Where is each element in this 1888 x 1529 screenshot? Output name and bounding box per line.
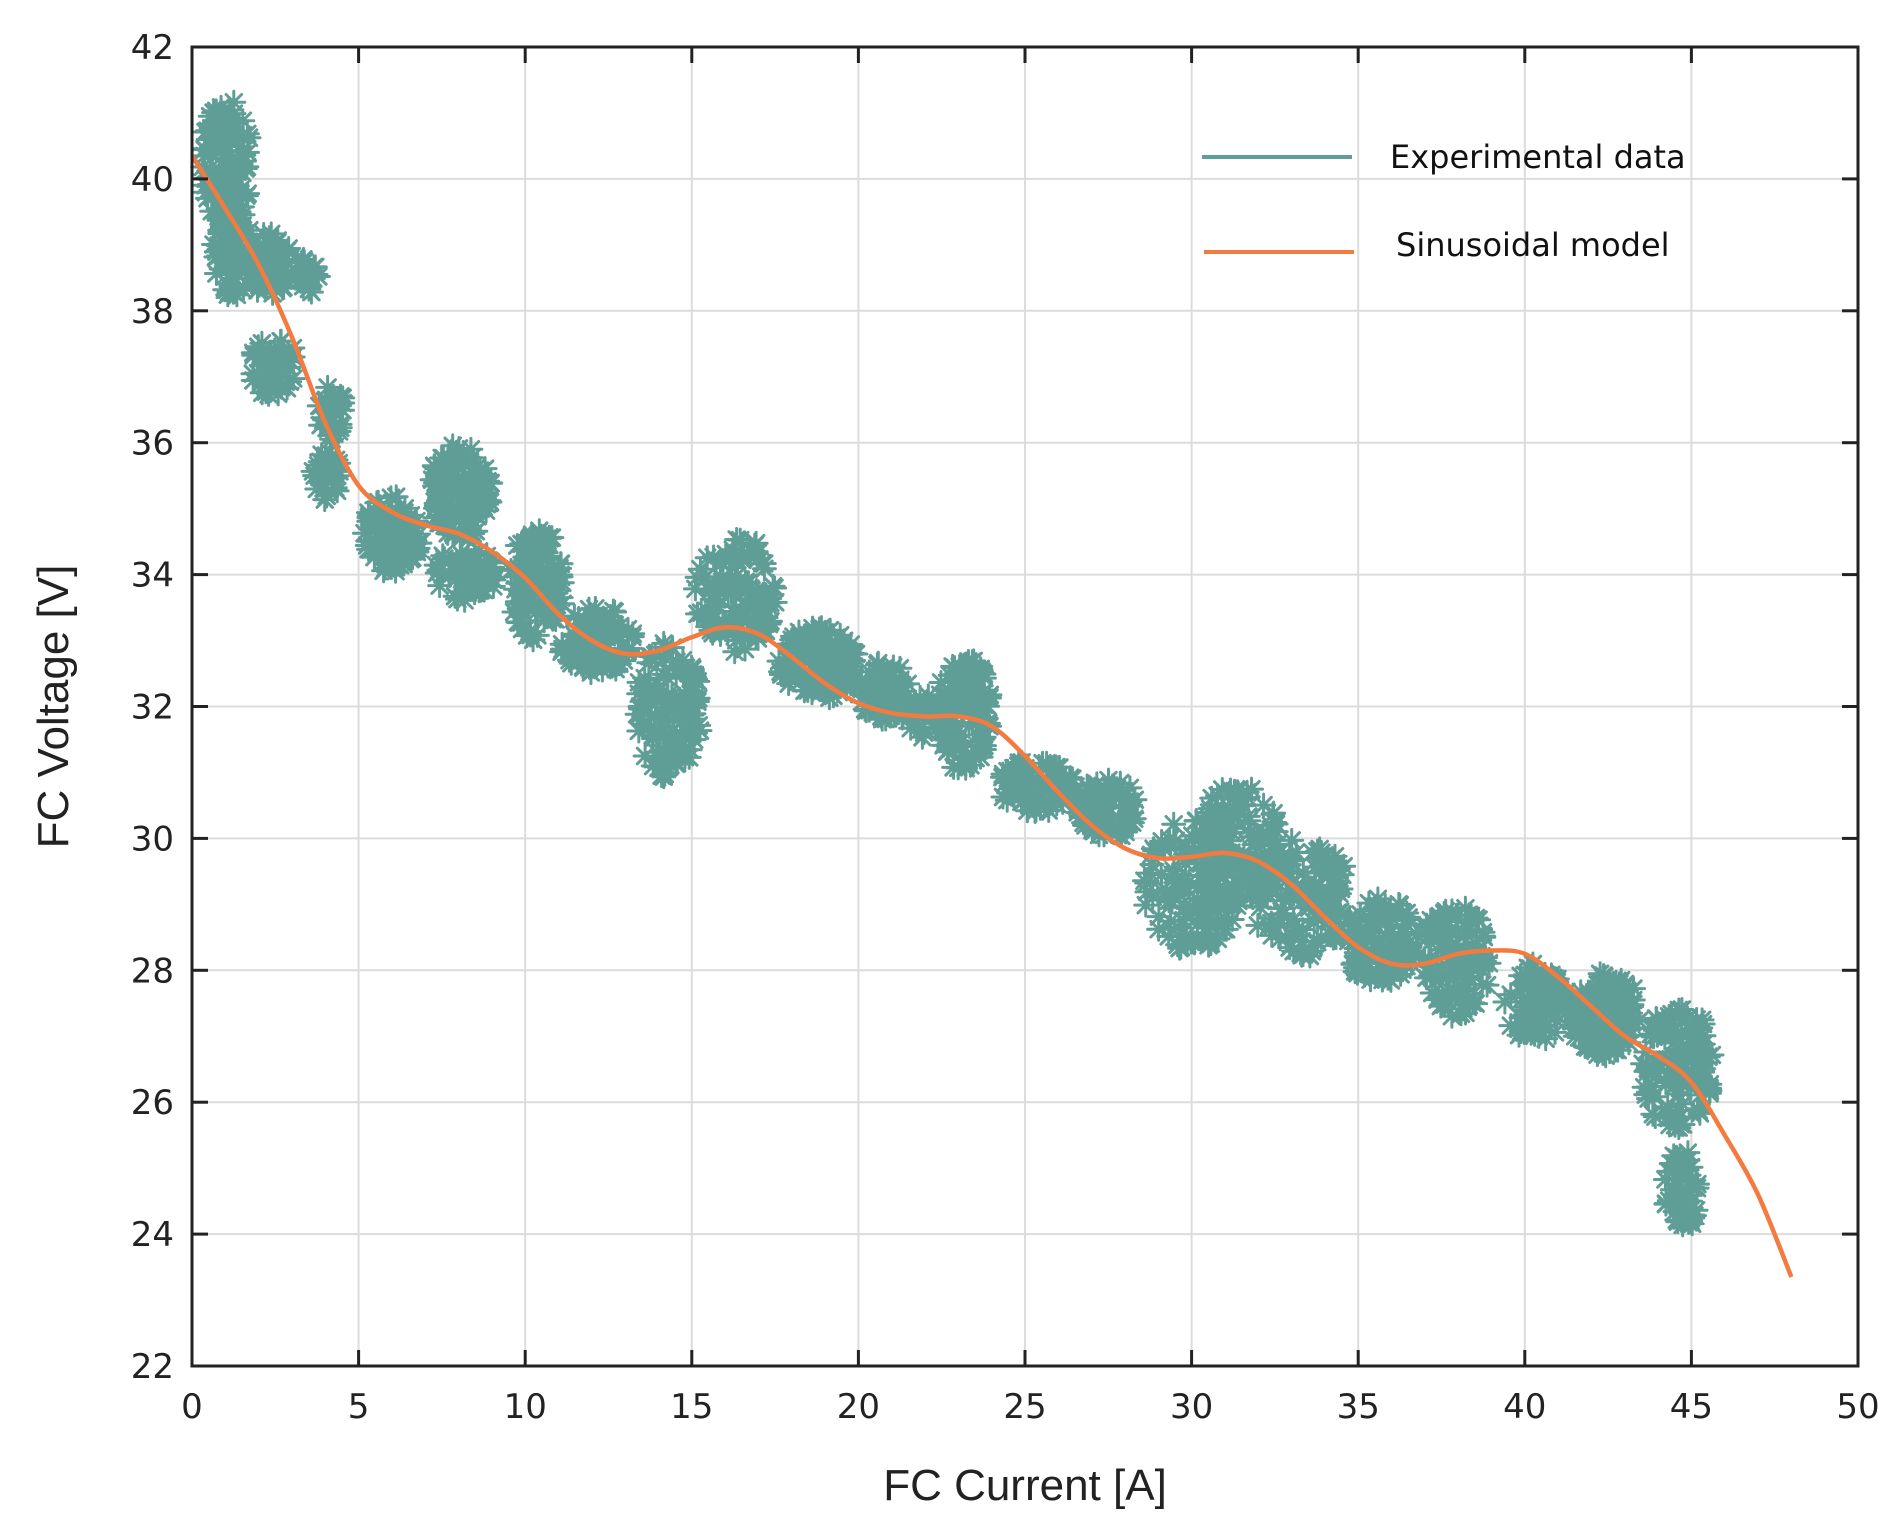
experimental-data-cluster [1329,886,1429,993]
experimental-data-cluster [624,630,713,790]
x-tick-label: 0 [181,1387,203,1427]
experimental-data-cluster [1630,997,1725,1141]
experimental-data-cluster [1412,895,1502,1029]
y-tick-label: 28 [131,951,174,991]
y-tick-label: 34 [131,556,174,596]
x-tick-label: 30 [1170,1387,1213,1427]
experimental-data-cluster [1652,1140,1710,1238]
x-tick-label: 40 [1503,1387,1546,1427]
experimental-data-cluster [498,518,576,653]
experimental-data-cluster [1492,951,1580,1052]
x-tick-label: 10 [504,1387,547,1427]
experimental-data-cluster [682,527,788,665]
experimental-data-cluster [282,246,331,305]
y-tick-label: 32 [131,688,174,728]
x-tick-label: 35 [1337,1387,1380,1427]
experimental-points [190,89,1725,1238]
grid-lines [192,47,1858,1366]
y-tick-label: 42 [131,28,174,68]
y-tick-label: 40 [131,160,174,200]
experimental-data-cluster [1179,776,1290,914]
sinusoidal-model-line [190,154,1794,1278]
experimental-data-cluster [549,595,646,686]
x-tick-label: 20 [837,1387,880,1427]
y-tick-label: 38 [131,292,174,332]
experimental-data-cluster [766,615,869,711]
legend: Experimental data Sinusoidal model [1202,138,1686,264]
experimental-data-cluster [423,538,507,613]
experimental-data-cluster [990,749,1085,824]
x-tick-label: 15 [670,1387,713,1427]
model-curve-layer [190,154,1794,1278]
y-tick-label: 30 [131,819,174,859]
legend-label-model: Sinusoidal model [1396,226,1670,264]
x-tick-label: 50 [1836,1387,1879,1427]
y-axis-label: FC Voltage [V] [29,565,78,849]
y-tick-label: 36 [131,424,174,464]
axis-ticks: 0 5 10 15 20 25 30 35 40 45 50 22 24 26 28 30 32 34 36 38 40… [131,28,1880,1427]
experimental-data-cluster [300,442,352,513]
legend-label-experimental: Experimental data [1390,138,1686,176]
experimental-data-cluster [351,484,433,584]
x-axis-label: FC Current [A] [883,1461,1167,1510]
experimental-data-cluster [237,221,302,306]
experimental-data-cluster [846,650,921,732]
experimental-data-cluster [1064,767,1148,849]
experimental-data-cluster [240,328,306,407]
y-tick-label: 26 [131,1083,174,1123]
experimental-data-cluster [306,374,356,452]
y-tick-label: 22 [131,1347,174,1387]
x-tick-label: 5 [348,1387,370,1427]
y-tick-label: 24 [131,1215,174,1255]
x-tick-label: 45 [1670,1387,1713,1427]
x-tick-label: 25 [1003,1387,1046,1427]
